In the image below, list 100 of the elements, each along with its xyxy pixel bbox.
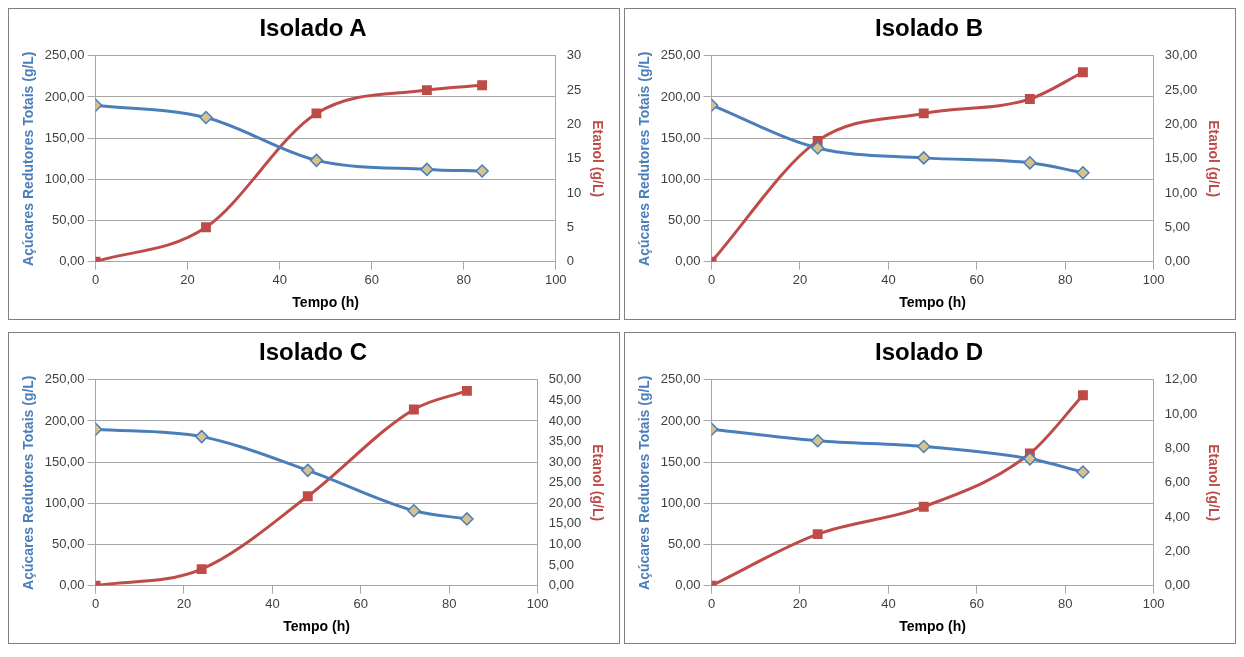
point bbox=[1024, 94, 1035, 104]
y-tick-label: 150,00 bbox=[44, 129, 85, 145]
y-axis-title: Açúcares Redutores Totais (g/L) bbox=[20, 51, 37, 266]
y-tick-label: 200,00 bbox=[660, 88, 701, 104]
x-tick-label: 100 bbox=[1142, 271, 1165, 287]
x-tick-label: 0 bbox=[707, 271, 716, 287]
y2-axis-title: Etanol (g/L) bbox=[1205, 120, 1222, 198]
y-tick-label: 50,00 bbox=[52, 212, 85, 228]
x-tick-label: 0 bbox=[707, 595, 716, 611]
y-tick-label: 250,00 bbox=[660, 47, 701, 63]
chart-title: Isolado D bbox=[874, 338, 984, 366]
point bbox=[1023, 452, 1037, 466]
x-tick-label: 60 bbox=[969, 271, 985, 287]
y-tick-label: 50,00 bbox=[668, 536, 701, 552]
x-axis-title: Tempo (h) bbox=[283, 618, 350, 635]
y2-tick-label: 30,00 bbox=[548, 453, 582, 469]
x-axis-title: Tempo (h) bbox=[899, 618, 966, 635]
point bbox=[477, 80, 488, 91]
point bbox=[1077, 67, 1088, 78]
point bbox=[812, 529, 823, 540]
x-tick-label: 40 bbox=[881, 595, 896, 611]
x-tick-label: 100 bbox=[544, 271, 567, 287]
y2-tick-label: 0,00 bbox=[1164, 577, 1190, 593]
point bbox=[421, 85, 432, 96]
point bbox=[1023, 156, 1037, 170]
y2-tick-label: 45,00 bbox=[548, 391, 582, 407]
x-tick-label: 80 bbox=[1058, 595, 1073, 611]
y2-tick-label: 25,00 bbox=[1164, 81, 1198, 97]
x-tick-label: 80 bbox=[456, 271, 471, 287]
x-tick-label: 100 bbox=[1142, 595, 1165, 611]
y2-tick-label: 0,00 bbox=[1164, 253, 1190, 269]
y2-tick-label: 10,00 bbox=[1164, 184, 1198, 200]
point bbox=[196, 564, 207, 575]
y-axis-title: Açúcares Redutores Totais (g/L) bbox=[636, 51, 653, 266]
point bbox=[918, 108, 929, 119]
x-tick-label: 60 bbox=[969, 595, 985, 611]
x-tick-label: 0 bbox=[91, 595, 100, 611]
y2-tick-label: 4,00 bbox=[1164, 508, 1190, 524]
chart-title: Isolado B bbox=[874, 14, 984, 42]
y-tick-label: 50,00 bbox=[52, 536, 85, 552]
y-tick-label: 100,00 bbox=[660, 170, 701, 186]
point bbox=[460, 512, 474, 526]
y2-tick-label: 6,00 bbox=[1164, 474, 1190, 490]
x-tick-label: 80 bbox=[1058, 271, 1073, 287]
y-tick-label: 150,00 bbox=[44, 453, 85, 469]
point bbox=[420, 162, 434, 177]
y2-tick-label: 5,00 bbox=[548, 556, 574, 572]
y2-tick-label: 25 bbox=[566, 81, 582, 97]
point bbox=[311, 108, 322, 119]
y-tick-label: 250,00 bbox=[660, 371, 701, 387]
y2-tick-label: 40,00 bbox=[548, 412, 582, 428]
y2-tick-label: 30 bbox=[566, 47, 582, 63]
point bbox=[199, 110, 213, 125]
point bbox=[917, 439, 931, 454]
y2-tick-label: 10 bbox=[566, 184, 582, 200]
y-tick-label: 200,00 bbox=[660, 412, 701, 428]
y-tick-label: 250,00 bbox=[44, 371, 85, 387]
x-tick-label: 20 bbox=[792, 595, 808, 611]
y-tick-label: 150,00 bbox=[660, 129, 701, 145]
point bbox=[194, 429, 209, 444]
x-tick-label: 20 bbox=[176, 595, 192, 611]
y2-tick-label: 10,00 bbox=[548, 536, 582, 552]
y2-tick-label: 5,00 bbox=[1164, 218, 1190, 234]
y2-tick-label: 8,00 bbox=[1164, 439, 1190, 455]
point bbox=[1076, 165, 1090, 180]
point bbox=[407, 503, 421, 518]
x-tick-label: 40 bbox=[881, 271, 896, 287]
chart-title: Isolado C bbox=[258, 338, 368, 366]
y-axis-title: Açúcares Redutores Totais (g/L) bbox=[20, 375, 37, 590]
y2-tick-label: 20,00 bbox=[1164, 115, 1198, 131]
x-axis-title: Tempo (h) bbox=[899, 294, 966, 311]
y2-tick-label: 5 bbox=[566, 218, 574, 234]
y2-tick-label: 15 bbox=[566, 150, 582, 166]
y2-tick-label: 20,00 bbox=[548, 494, 582, 510]
x-tick-label: 0 bbox=[91, 271, 100, 287]
x-tick-label: 80 bbox=[442, 595, 457, 611]
y2-tick-label: 12,00 bbox=[1164, 371, 1198, 387]
point bbox=[1076, 465, 1090, 479]
y2-tick-label: 15,00 bbox=[1164, 150, 1198, 166]
point bbox=[408, 404, 419, 415]
x-axis-title: Tempo (h) bbox=[292, 294, 359, 311]
x-tick-label: 100 bbox=[526, 595, 549, 611]
y-tick-label: 0,00 bbox=[675, 253, 701, 269]
y-tick-label: 0,00 bbox=[675, 577, 701, 593]
y-tick-label: 100,00 bbox=[660, 494, 701, 510]
y-tick-label: 0,00 bbox=[59, 253, 85, 269]
x-tick-label: 20 bbox=[792, 271, 808, 287]
y2-tick-label: 15,00 bbox=[548, 515, 582, 531]
point bbox=[810, 433, 825, 448]
point bbox=[917, 151, 931, 165]
chart-title: Isolado A bbox=[259, 14, 367, 42]
point bbox=[475, 164, 489, 178]
point bbox=[918, 501, 929, 512]
x-tick-label: 40 bbox=[265, 595, 280, 611]
point bbox=[301, 463, 315, 478]
y-tick-label: 150,00 bbox=[660, 453, 701, 469]
point bbox=[810, 141, 825, 155]
y-tick-label: 200,00 bbox=[44, 88, 85, 104]
y-tick-label: 0,00 bbox=[59, 577, 85, 593]
y2-tick-label: 0 bbox=[566, 253, 574, 269]
